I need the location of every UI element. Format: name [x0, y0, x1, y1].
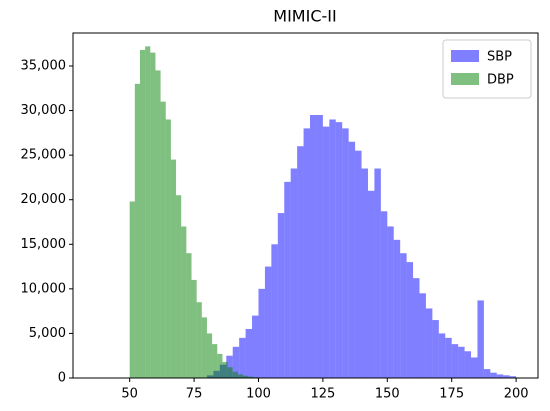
bar: [458, 346, 465, 378]
bar: [464, 351, 472, 378]
bar: [348, 141, 356, 378]
y-tick-label: 20,000: [21, 192, 67, 207]
y-tick-label: 30,000: [21, 103, 67, 118]
bar: [258, 288, 265, 378]
bar: [316, 115, 323, 378]
bar: [201, 317, 207, 378]
x-tick-label: 200: [504, 387, 529, 402]
legend-label: SBP: [487, 50, 512, 65]
bar: [239, 337, 246, 378]
bar: [438, 333, 446, 378]
x-tick-label: 150: [375, 387, 400, 402]
bar: [335, 122, 343, 379]
bar: [451, 344, 459, 378]
bar: [342, 128, 349, 378]
legend-swatch: [451, 73, 479, 85]
bar: [509, 376, 517, 378]
y-tick-label: 35,000: [21, 58, 67, 73]
bar: [243, 375, 249, 378]
legend-label: DBP: [487, 73, 514, 88]
bar: [191, 279, 197, 378]
bar: [139, 49, 146, 378]
bar: [432, 320, 439, 378]
bar: [226, 355, 233, 378]
bar: [322, 126, 330, 379]
bar: [176, 195, 182, 378]
plot-frame: [72, 32, 539, 379]
bar: [310, 115, 317, 378]
bar: [380, 211, 388, 378]
bar: [387, 226, 394, 378]
bar: [271, 244, 278, 378]
chart-title: MIMIC-II: [273, 7, 336, 26]
bar: [150, 52, 156, 379]
bar: [155, 70, 161, 378]
bar: [145, 46, 151, 378]
bar: [160, 101, 166, 379]
bar: [290, 168, 298, 378]
bar: [503, 375, 510, 378]
bar: [165, 119, 171, 378]
bar: [297, 146, 304, 378]
bar: [284, 181, 291, 378]
bar: [483, 369, 491, 378]
bar: [471, 357, 478, 378]
bar: [425, 308, 433, 378]
bar: [129, 201, 135, 378]
bar: [490, 372, 497, 378]
bar: [277, 213, 285, 378]
y-tick-label: 25,000: [21, 148, 67, 163]
bar: [361, 168, 368, 378]
bar: [248, 376, 254, 378]
bar: [212, 344, 218, 378]
bar: [222, 361, 228, 378]
bar: [170, 159, 177, 378]
bar: [245, 328, 253, 378]
bar: [252, 315, 259, 378]
bar: [217, 353, 223, 378]
bar: [496, 374, 504, 378]
bar: [393, 239, 401, 378]
bar: [303, 128, 311, 378]
bar: [232, 371, 238, 378]
bar: [367, 190, 375, 378]
bar: [445, 337, 452, 378]
bar: [232, 346, 240, 378]
bar: [134, 83, 140, 378]
x-tick-label: 75: [186, 387, 203, 402]
y-tick-label: 5,000: [29, 326, 66, 341]
y-tick-label: 0: [58, 371, 66, 386]
x-tick-label: 50: [121, 387, 138, 402]
bar: [186, 253, 192, 378]
legend-swatch: [451, 50, 479, 62]
bar: [329, 119, 336, 378]
bar: [413, 278, 420, 378]
bar: [355, 150, 362, 378]
x-tick-label: 100: [246, 387, 271, 402]
bar: [477, 300, 484, 378]
y-tick-label: 15,000: [21, 237, 67, 252]
bar: [264, 266, 272, 378]
bar: [419, 293, 426, 378]
bar: [406, 262, 414, 378]
bar: [206, 333, 213, 378]
bar: [374, 168, 381, 378]
bar: [227, 367, 233, 378]
bar: [181, 226, 187, 378]
bar: [196, 302, 202, 378]
x-tick-label: 175: [439, 387, 464, 402]
bar: [237, 374, 244, 378]
bar: [400, 253, 407, 378]
y-tick-label: 10,000: [21, 281, 67, 296]
x-tick-label: 125: [310, 387, 335, 402]
